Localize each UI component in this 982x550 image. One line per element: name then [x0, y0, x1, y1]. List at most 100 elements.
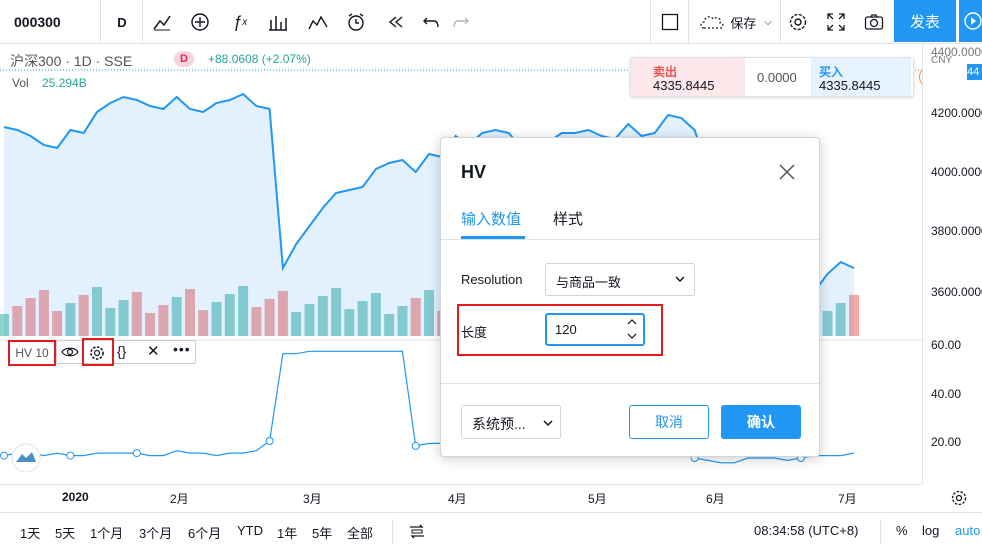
undo-icon[interactable]: [414, 0, 448, 44]
range-button[interactable]: 1天: [20, 526, 41, 541]
volume-bar: [185, 289, 195, 336]
volume-bar: [357, 301, 368, 336]
volume-bar: [277, 291, 288, 336]
save-button[interactable]: 保存 ⌵: [690, 0, 780, 44]
volume-bar: [344, 309, 355, 336]
volume-bar: [849, 295, 859, 336]
divider: [650, 0, 651, 44]
snapshot-icon[interactable]: [856, 0, 892, 44]
fullscreen-icon[interactable]: [818, 0, 854, 44]
volume-bar: [65, 303, 76, 336]
compare-icon[interactable]: [300, 0, 336, 44]
hv-marker: [0, 451, 8, 460]
indicator-add-icon[interactable]: [182, 0, 218, 44]
preset-label: 系统预...: [472, 416, 526, 432]
hv-tick: 40.00: [931, 387, 962, 401]
interval-button[interactable]: D: [117, 14, 127, 30]
alert-icon[interactable]: [338, 0, 374, 44]
settings-icon[interactable]: [780, 0, 816, 44]
dialog-title: HV: [461, 162, 487, 182]
price-tick: 3800.0000: [931, 224, 982, 238]
volume-bar: [158, 305, 169, 336]
volume-bar: [291, 312, 302, 336]
price-tick: 3600.0000: [931, 285, 982, 299]
buy-price: 4335.8445: [819, 78, 881, 93]
cancel-button[interactable]: 取消: [629, 405, 709, 439]
more-icon[interactable]: •••: [173, 341, 191, 357]
save-label: 保存: [730, 15, 757, 31]
divider: [100, 0, 101, 44]
time-tick: 6月: [706, 492, 725, 506]
tradingview-logo-icon[interactable]: [4, 442, 44, 473]
axis-settings-icon[interactable]: [950, 489, 968, 510]
range-button[interactable]: 5天: [55, 526, 76, 541]
time-tick: 7月: [838, 492, 857, 506]
time-tick: 2020: [62, 490, 89, 504]
divider: [880, 519, 881, 545]
volume-bar: [131, 292, 142, 336]
auto-toggle[interactable]: auto: [955, 523, 981, 538]
resolution-select[interactable]: 与商品一致: [545, 263, 695, 296]
time-tick: 5月: [588, 492, 607, 506]
time-axis[interactable]: 2020 2月 3月 4月 5月 6月 7月: [0, 484, 922, 512]
gear-icon[interactable]: [88, 344, 106, 365]
close-icon[interactable]: ✕: [147, 343, 160, 360]
percent-toggle[interactable]: %: [896, 523, 908, 538]
price-change: +88.0608 (+2.07%): [208, 52, 311, 66]
bar-style-icon[interactable]: [144, 0, 180, 44]
indicator-settings-dialog: HV 输入数值 样式 Resolution 与商品一致 长度 系统预... 取消…: [440, 137, 820, 457]
price-axis[interactable]: 4400.0000 CNY 4200.0000 4000.0000 3800.0…: [922, 44, 982, 484]
resolution-value: 与商品一致: [556, 275, 622, 290]
volume-bar: [171, 297, 182, 336]
chevron-down-icon: ⌵: [764, 16, 772, 28]
publish-button[interactable]: 发表: [894, 0, 956, 42]
goto-date-icon[interactable]: [408, 523, 426, 544]
redo-icon[interactable]: [444, 0, 478, 44]
eye-icon[interactable]: [61, 344, 79, 363]
divider: [142, 0, 143, 44]
range-button[interactable]: 3个月: [139, 526, 173, 541]
play-icon[interactable]: [958, 0, 982, 42]
layout-icon[interactable]: [652, 0, 688, 44]
range-button[interactable]: 1个月: [90, 526, 124, 541]
volume-bar: [397, 306, 408, 336]
replay-icon[interactable]: [378, 0, 414, 44]
hv-marker: [132, 449, 141, 458]
volume-bar: [92, 287, 102, 336]
price-tick: 4200.0000: [931, 106, 982, 120]
indicator-toolbar: {} ✕ •••: [56, 340, 196, 364]
stepper-arrows-icon[interactable]: [627, 316, 637, 345]
volume-bar: [25, 298, 36, 336]
tab-active-indicator: [461, 236, 525, 239]
clock-time[interactable]: 08:34:58 (UTC+8): [754, 523, 859, 538]
volume-bar: [331, 288, 342, 336]
chevron-down-icon: [674, 273, 686, 288]
range-button[interactable]: 1年: [277, 526, 298, 541]
symbol-search[interactable]: 000300: [14, 14, 61, 30]
sell-button[interactable]: 卖出 4335.8445: [631, 58, 745, 96]
log-toggle[interactable]: log: [922, 523, 940, 538]
range-button[interactable]: 全部: [347, 526, 374, 541]
range-button[interactable]: 5年: [312, 526, 333, 541]
volume-bar: [238, 286, 249, 336]
length-input[interactable]: [545, 313, 645, 346]
preset-dropdown[interactable]: 系统预...: [461, 405, 561, 439]
volume-bar: [105, 308, 116, 336]
volume-bar: [78, 295, 89, 336]
range-button[interactable]: 6个月: [188, 526, 222, 541]
ok-button[interactable]: 确认: [721, 405, 801, 439]
indicator-label[interactable]: HV 10: [8, 340, 56, 366]
symbol-legend-title[interactable]: 沪深300 · 1D · SSE: [10, 53, 133, 69]
volume-label[interactable]: Vol: [12, 76, 29, 90]
close-icon[interactable]: [777, 162, 797, 185]
price-tick: 4400.0000: [931, 45, 982, 59]
time-tick: 2月: [170, 492, 189, 506]
buy-button[interactable]: 买入 4335.8445: [811, 58, 911, 96]
tab-style[interactable]: 样式: [553, 211, 584, 228]
volume-bar: [410, 298, 421, 336]
range-button[interactable]: YTD: [237, 523, 263, 538]
tab-inputs[interactable]: 输入数值: [461, 211, 522, 228]
source-code-icon[interactable]: {}: [117, 343, 127, 359]
templates-icon[interactable]: [260, 0, 296, 44]
